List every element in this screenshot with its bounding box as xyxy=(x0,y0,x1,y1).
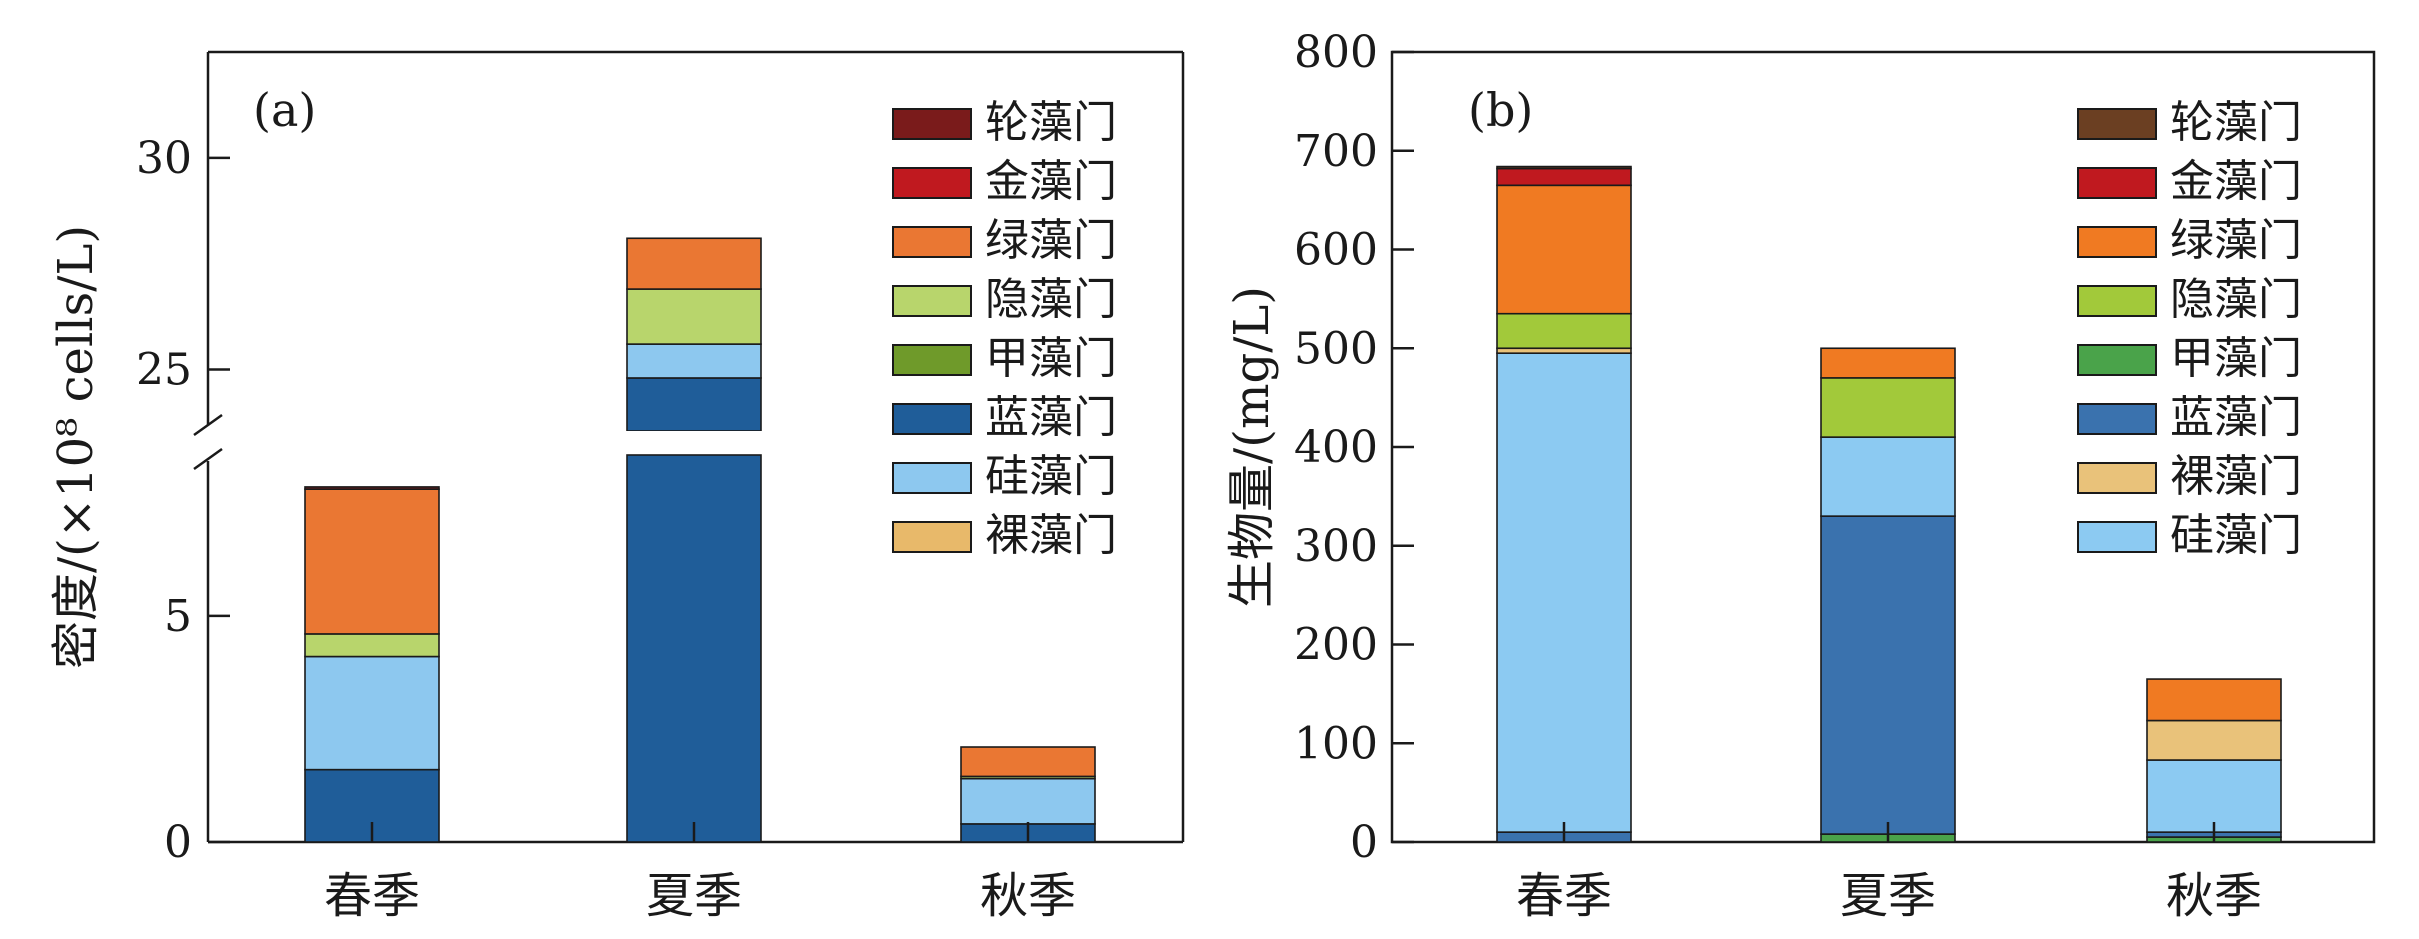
legend-swatch xyxy=(892,521,972,553)
legend-label: 金藻门 xyxy=(985,156,1117,207)
legend-swatch xyxy=(892,403,972,435)
bar-segment xyxy=(1820,347,1956,379)
legend-label: 金藻门 xyxy=(2170,156,2302,207)
bar-segment xyxy=(960,777,1096,825)
legend-swatch xyxy=(2077,521,2157,553)
bar-break-gap xyxy=(623,431,765,445)
legend-swatch xyxy=(2077,226,2157,258)
y-axis-label: 生物量/(mg/L) xyxy=(1224,286,1280,608)
legend-label: 甲藻门 xyxy=(2170,333,2302,384)
y-tick-label: 500 xyxy=(1294,323,1378,374)
bar-segment xyxy=(2146,678,2282,722)
legend-swatch xyxy=(2077,403,2157,435)
panel-b-biomass: 0 100 200 300 400 500 600 700 800 生物量/(mg/L) (b) 春季… xyxy=(1224,27,2376,924)
y-tick-label: 200 xyxy=(1294,620,1378,671)
bar-segment xyxy=(2146,719,2282,761)
y-tick-label: 25 xyxy=(136,345,192,396)
bar-segment xyxy=(1496,165,1632,170)
legend-swatch xyxy=(2077,167,2157,199)
bar-segment xyxy=(626,454,762,843)
panel-label: (b) xyxy=(1468,83,1533,137)
bar-segment xyxy=(1820,515,1956,835)
bar-segment xyxy=(2146,759,2282,833)
bar-segment xyxy=(1820,436,1956,517)
x-tick-label: 春季 xyxy=(324,868,420,924)
x-tick-label: 秋季 xyxy=(2166,868,2262,924)
legend-label: 绿藻门 xyxy=(2170,215,2302,266)
y-tick-label: 400 xyxy=(1294,422,1378,473)
bar-segment xyxy=(1496,352,1632,833)
legend-label: 硅藻门 xyxy=(985,451,1117,502)
y-tick-label: 700 xyxy=(1294,126,1378,177)
bar-segment xyxy=(1496,312,1632,350)
panel-label: (a) xyxy=(253,83,316,137)
bar-segment xyxy=(960,746,1096,778)
bar-segment xyxy=(304,486,440,490)
legend-label: 绿藻门 xyxy=(985,215,1117,266)
legend-label: 硅藻门 xyxy=(2170,510,2302,561)
x-tick-label: 秋季 xyxy=(980,868,1076,924)
y-tick-label: 100 xyxy=(1294,718,1378,769)
bar-segment xyxy=(304,655,440,771)
y-tick-label: 0 xyxy=(1350,817,1378,868)
legend-swatch xyxy=(892,462,972,494)
legend-swatch xyxy=(2077,285,2157,317)
y-tick-label: 30 xyxy=(136,133,192,184)
legend-swatch xyxy=(2077,462,2157,494)
legend-label: 甲藻门 xyxy=(985,333,1117,384)
y-tick-label: 800 xyxy=(1294,27,1378,78)
bar-segment xyxy=(1496,184,1632,315)
legend-swatch xyxy=(892,108,972,140)
bar-segment xyxy=(626,237,762,290)
legend-label: 裸藻门 xyxy=(985,510,1117,561)
y-tick-label: 300 xyxy=(1294,521,1378,572)
axis-break-mark xyxy=(193,413,223,437)
legend-swatch xyxy=(892,167,972,199)
legend-swatch xyxy=(892,285,972,317)
x-tick-label: 夏季 xyxy=(646,868,742,924)
axis-break-mark xyxy=(193,447,223,471)
y-tick-label: 5 xyxy=(164,591,192,642)
legend-swatch xyxy=(2077,344,2157,376)
bar-segment xyxy=(626,377,762,432)
bar-segment xyxy=(1496,167,1632,187)
legend-label: 蓝藻门 xyxy=(985,392,1117,443)
y-tick-label: 0 xyxy=(164,817,192,868)
legend-label: 轮藻门 xyxy=(2170,97,2302,148)
legend-swatch xyxy=(2077,108,2157,140)
legend-swatch xyxy=(892,226,972,258)
legend-label: 裸藻门 xyxy=(2170,451,2302,502)
legend-swatch xyxy=(892,344,972,376)
y-tick-label: 600 xyxy=(1294,225,1378,276)
legend-label: 轮藻门 xyxy=(985,97,1117,148)
y-axis-label: 密度/(×10⁸ cells/L) xyxy=(48,225,104,669)
x-tick-label: 夏季 xyxy=(1840,868,1936,924)
bar-segment xyxy=(304,488,440,635)
legend-label: 蓝藻门 xyxy=(2170,392,2302,443)
legend-label: 隐藻门 xyxy=(985,274,1117,325)
panel-a-density: 0 5 25 30 密度/(×10⁸ cells/L) (a) 春季 夏季 秋季 轮藻门金藻门绿藻… xyxy=(48,50,1185,924)
bar-segment xyxy=(1820,377,1956,438)
x-tick-label: 春季 xyxy=(1516,868,1612,924)
bar-segment xyxy=(626,288,762,345)
legend-label: 隐藻门 xyxy=(2170,274,2302,325)
bar-segment xyxy=(304,633,440,658)
bar-segment xyxy=(626,343,762,379)
